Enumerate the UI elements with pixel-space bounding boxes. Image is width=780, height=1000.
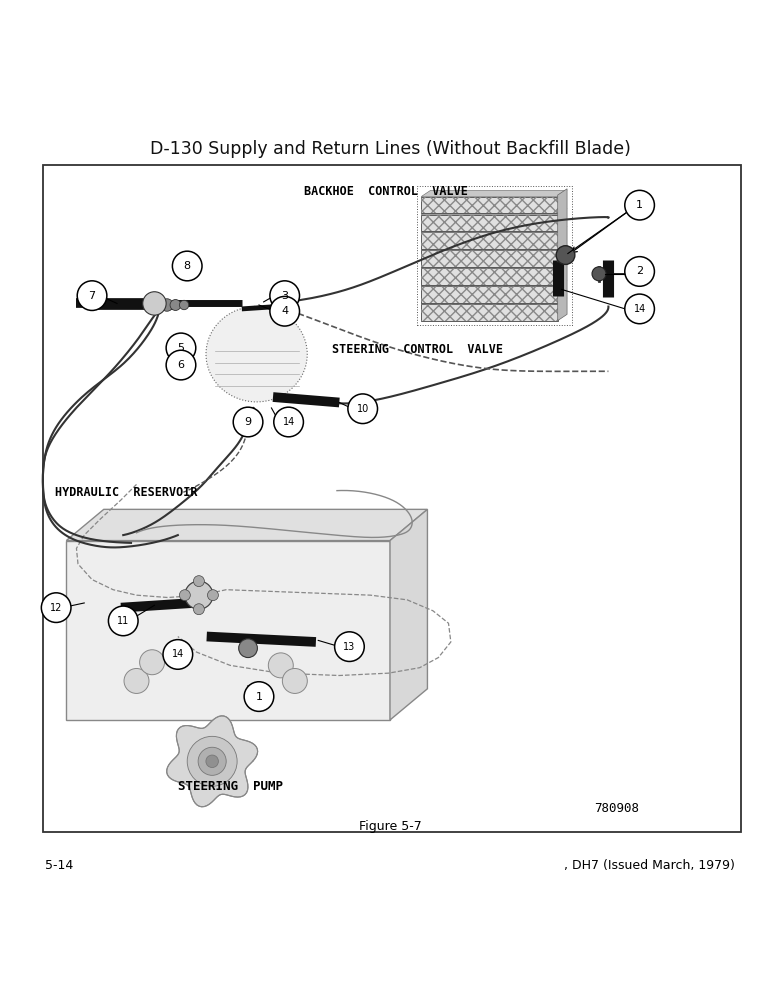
Circle shape xyxy=(124,668,149,693)
Circle shape xyxy=(187,736,237,786)
Polygon shape xyxy=(421,262,567,268)
Text: 2: 2 xyxy=(636,266,643,276)
Bar xyxy=(66,541,390,720)
Circle shape xyxy=(179,300,189,310)
Text: STEERING  PUMP: STEERING PUMP xyxy=(178,780,282,793)
Polygon shape xyxy=(558,189,567,321)
Circle shape xyxy=(198,747,226,775)
Polygon shape xyxy=(390,509,427,720)
Circle shape xyxy=(282,668,307,693)
Text: 14: 14 xyxy=(633,304,646,314)
Circle shape xyxy=(166,333,196,363)
Circle shape xyxy=(41,593,71,622)
Circle shape xyxy=(179,590,190,601)
Text: 10: 10 xyxy=(356,404,369,414)
Text: 3: 3 xyxy=(282,291,288,301)
Circle shape xyxy=(140,650,165,675)
Circle shape xyxy=(556,246,575,264)
Circle shape xyxy=(143,292,166,315)
Ellipse shape xyxy=(206,306,307,402)
Text: 1: 1 xyxy=(256,692,262,702)
Bar xyxy=(421,232,558,249)
Bar xyxy=(421,250,558,267)
Bar xyxy=(421,286,558,303)
Text: 5: 5 xyxy=(178,343,184,353)
Circle shape xyxy=(270,296,300,326)
Circle shape xyxy=(206,755,218,768)
Circle shape xyxy=(625,190,654,220)
Text: 11: 11 xyxy=(117,616,129,626)
Text: STEERING  CONTROL  VALVE: STEERING CONTROL VALVE xyxy=(332,343,502,356)
Circle shape xyxy=(335,632,364,661)
Circle shape xyxy=(193,576,204,587)
Circle shape xyxy=(170,300,181,310)
Circle shape xyxy=(592,267,606,281)
Text: 1: 1 xyxy=(636,200,643,210)
Circle shape xyxy=(207,590,218,601)
Polygon shape xyxy=(421,244,567,250)
Bar xyxy=(421,286,558,303)
Bar xyxy=(421,250,558,267)
Text: 4: 4 xyxy=(281,306,289,316)
Bar xyxy=(421,197,558,213)
Text: 780908: 780908 xyxy=(594,802,639,815)
Circle shape xyxy=(348,394,378,424)
Circle shape xyxy=(148,296,164,311)
Text: 7: 7 xyxy=(88,291,96,301)
Text: BACKHOE  CONTROL  VALVE: BACKHOE CONTROL VALVE xyxy=(304,185,468,198)
Text: 8: 8 xyxy=(183,261,191,271)
Bar xyxy=(421,215,558,231)
Text: HYDRAULIC  RESERVOIR: HYDRAULIC RESERVOIR xyxy=(55,486,197,499)
Circle shape xyxy=(185,581,213,609)
Circle shape xyxy=(268,653,293,678)
Bar xyxy=(43,165,741,831)
Text: 14: 14 xyxy=(172,649,184,659)
Text: 6: 6 xyxy=(178,360,184,370)
Circle shape xyxy=(163,640,193,669)
Circle shape xyxy=(239,639,257,658)
Circle shape xyxy=(625,294,654,324)
Polygon shape xyxy=(421,226,567,232)
Circle shape xyxy=(274,407,303,437)
Text: Figure 5-7: Figure 5-7 xyxy=(359,820,421,833)
Circle shape xyxy=(166,350,196,380)
Circle shape xyxy=(625,257,654,286)
Circle shape xyxy=(161,299,173,311)
Polygon shape xyxy=(66,509,427,541)
Bar xyxy=(421,268,558,285)
Text: 9: 9 xyxy=(244,417,252,427)
Circle shape xyxy=(108,606,138,636)
Bar xyxy=(421,304,558,321)
Text: 12: 12 xyxy=(50,603,62,613)
Text: 5-14: 5-14 xyxy=(45,859,73,872)
Circle shape xyxy=(77,281,107,310)
Text: 14: 14 xyxy=(282,417,295,427)
Bar xyxy=(421,197,558,213)
Polygon shape xyxy=(421,190,567,197)
Bar xyxy=(421,268,558,285)
Polygon shape xyxy=(421,208,567,215)
Bar xyxy=(421,304,558,321)
Text: D-130 Supply and Return Lines (Without Backfill Blade): D-130 Supply and Return Lines (Without B… xyxy=(150,140,630,158)
Circle shape xyxy=(270,281,300,310)
Polygon shape xyxy=(167,716,257,807)
Polygon shape xyxy=(421,280,567,286)
Circle shape xyxy=(244,682,274,711)
Text: 13: 13 xyxy=(343,642,356,652)
Bar xyxy=(421,215,558,231)
Text: , DH7 (Issued March, 1979): , DH7 (Issued March, 1979) xyxy=(564,859,735,872)
Bar xyxy=(421,232,558,249)
Circle shape xyxy=(193,604,204,615)
Circle shape xyxy=(172,251,202,281)
Circle shape xyxy=(233,407,263,437)
Polygon shape xyxy=(421,298,567,304)
